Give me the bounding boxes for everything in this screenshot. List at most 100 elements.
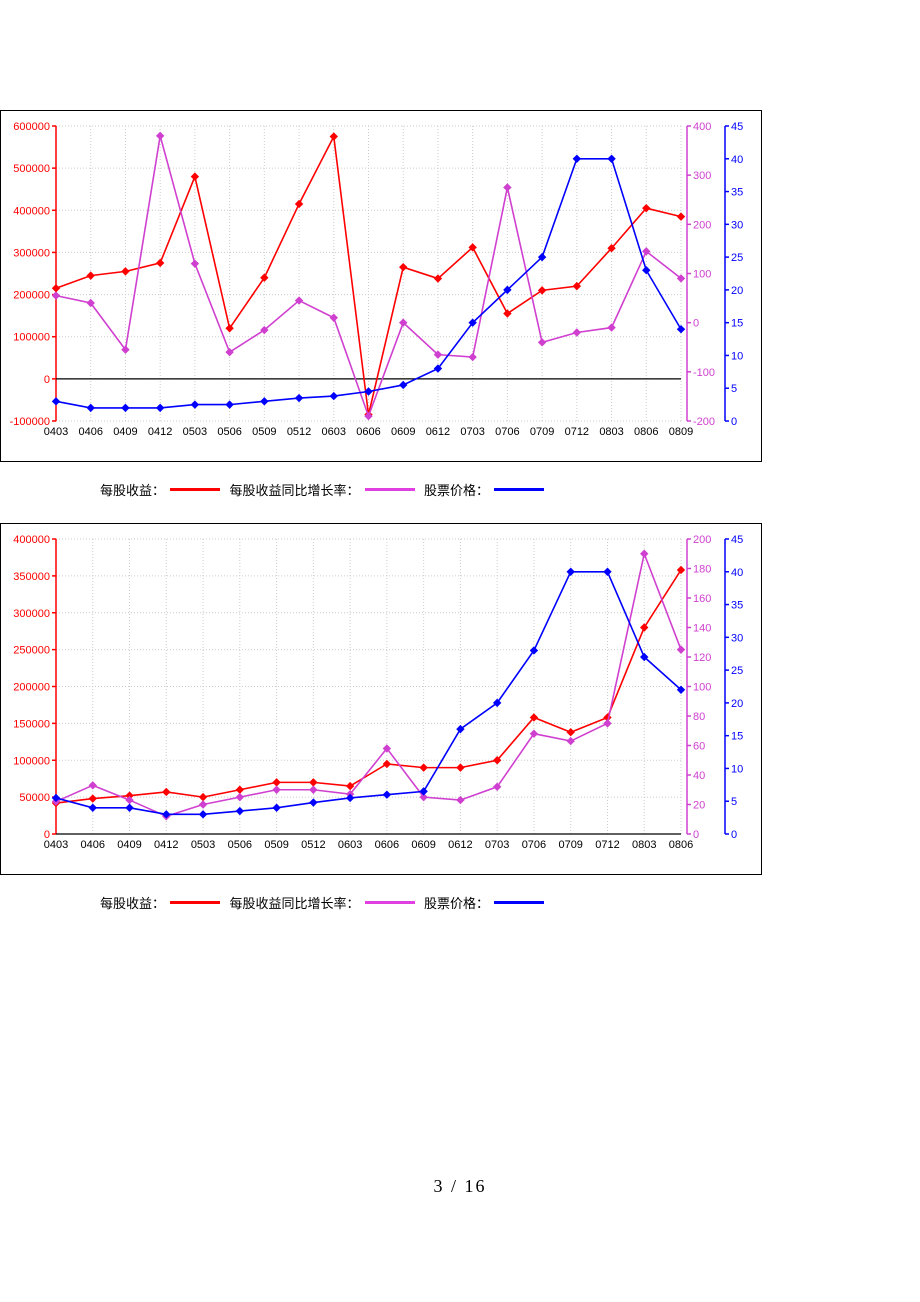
svg-text:0703: 0703 [485, 839, 509, 851]
svg-text:50000: 50000 [19, 792, 50, 804]
svg-text:150000: 150000 [13, 718, 50, 730]
svg-text:0512: 0512 [301, 839, 325, 851]
svg-text:30: 30 [731, 632, 743, 644]
chart-2-legend: 每股收益： 每股收益同比增长率： 股票价格： [0, 885, 920, 936]
svg-text:300000: 300000 [13, 247, 50, 259]
svg-text:0803: 0803 [632, 839, 656, 851]
svg-text:0612: 0612 [448, 839, 472, 851]
svg-text:20: 20 [731, 698, 743, 710]
legend-label-2: 每股收益同比增长率： [230, 483, 360, 498]
svg-text:0: 0 [731, 416, 737, 428]
svg-text:-100: -100 [693, 367, 715, 379]
svg-text:0506: 0506 [228, 839, 252, 851]
svg-text:0: 0 [693, 829, 699, 841]
svg-text:40: 40 [693, 770, 705, 782]
svg-text:25: 25 [731, 252, 743, 264]
legend-swatch-magenta [365, 901, 415, 904]
svg-text:100000: 100000 [13, 755, 50, 767]
svg-text:400000: 400000 [13, 534, 50, 546]
legend-label-3: 股票价格： [424, 896, 489, 911]
svg-text:100000: 100000 [13, 332, 50, 344]
svg-text:200: 200 [693, 534, 711, 546]
svg-text:0406: 0406 [78, 426, 102, 438]
svg-text:400000: 400000 [13, 205, 50, 217]
legend-swatch-blue [494, 901, 544, 904]
svg-text:40: 40 [731, 567, 743, 579]
svg-text:0: 0 [731, 829, 737, 841]
svg-text:0509: 0509 [252, 426, 276, 438]
legend-swatch-red [170, 488, 220, 491]
svg-text:350000: 350000 [13, 571, 50, 583]
svg-text:140: 140 [693, 623, 711, 635]
svg-text:60: 60 [693, 741, 705, 753]
svg-text:20: 20 [731, 285, 743, 297]
svg-text:0609: 0609 [411, 839, 435, 851]
svg-text:20: 20 [693, 800, 705, 812]
chart-2-svg: 0500001000001500002000002500003000003500… [1, 524, 761, 874]
svg-text:5: 5 [731, 796, 737, 808]
svg-text:0512: 0512 [287, 426, 311, 438]
svg-text:160: 160 [693, 593, 711, 605]
svg-text:0809: 0809 [669, 426, 693, 438]
svg-text:5: 5 [731, 383, 737, 395]
svg-text:30: 30 [731, 219, 743, 231]
svg-text:0503: 0503 [191, 839, 215, 851]
svg-text:15: 15 [731, 731, 743, 743]
svg-text:45: 45 [731, 534, 743, 546]
svg-text:15: 15 [731, 318, 743, 330]
chart-1-svg: -100000010000020000030000040000050000060… [1, 111, 761, 461]
svg-text:0412: 0412 [148, 426, 172, 438]
svg-text:0703: 0703 [460, 426, 484, 438]
svg-text:25: 25 [731, 665, 743, 677]
legend-swatch-blue [494, 488, 544, 491]
svg-text:0712: 0712 [595, 839, 619, 851]
svg-text:0412: 0412 [154, 839, 178, 851]
svg-text:500000: 500000 [13, 163, 50, 175]
svg-text:35: 35 [731, 187, 743, 199]
svg-text:180: 180 [693, 564, 711, 576]
svg-text:0503: 0503 [183, 426, 207, 438]
svg-text:400: 400 [693, 121, 711, 133]
svg-text:0706: 0706 [495, 426, 519, 438]
legend-swatch-magenta [365, 488, 415, 491]
legend-label-2: 每股收益同比增长率： [230, 896, 360, 911]
svg-text:0: 0 [44, 374, 50, 386]
svg-text:10: 10 [731, 763, 743, 775]
svg-text:0806: 0806 [669, 839, 693, 851]
svg-text:0603: 0603 [322, 426, 346, 438]
svg-text:0409: 0409 [113, 426, 137, 438]
svg-text:0706: 0706 [522, 839, 546, 851]
svg-text:100: 100 [693, 269, 711, 281]
svg-text:200: 200 [693, 219, 711, 231]
svg-text:80: 80 [693, 711, 705, 723]
svg-text:35: 35 [731, 600, 743, 612]
svg-text:0406: 0406 [81, 839, 105, 851]
svg-text:0609: 0609 [391, 426, 415, 438]
svg-text:100: 100 [693, 682, 711, 694]
svg-text:0712: 0712 [565, 426, 589, 438]
svg-text:0606: 0606 [375, 839, 399, 851]
chart-2: 0500001000001500002000002500003000003500… [0, 523, 762, 875]
svg-text:40: 40 [731, 154, 743, 166]
svg-text:0403: 0403 [44, 426, 68, 438]
chart-1: -100000010000020000030000040000050000060… [0, 110, 762, 462]
svg-text:0: 0 [693, 318, 699, 330]
legend-label-1: 每股收益： [100, 896, 165, 911]
page-number: 3 / 16 [0, 1176, 920, 1197]
svg-text:120: 120 [693, 652, 711, 664]
svg-text:-200: -200 [693, 416, 715, 428]
svg-text:0506: 0506 [217, 426, 241, 438]
legend-label-1: 每股收益： [100, 483, 165, 498]
legend-label-3: 股票价格： [424, 483, 489, 498]
svg-text:0606: 0606 [356, 426, 380, 438]
svg-text:10: 10 [731, 350, 743, 362]
svg-text:0803: 0803 [599, 426, 623, 438]
svg-text:0612: 0612 [426, 426, 450, 438]
svg-text:45: 45 [731, 121, 743, 133]
svg-text:0403: 0403 [44, 839, 68, 851]
svg-text:200000: 200000 [13, 682, 50, 694]
svg-text:250000: 250000 [13, 645, 50, 657]
svg-text:200000: 200000 [13, 290, 50, 302]
svg-text:0509: 0509 [264, 839, 288, 851]
svg-text:0709: 0709 [530, 426, 554, 438]
